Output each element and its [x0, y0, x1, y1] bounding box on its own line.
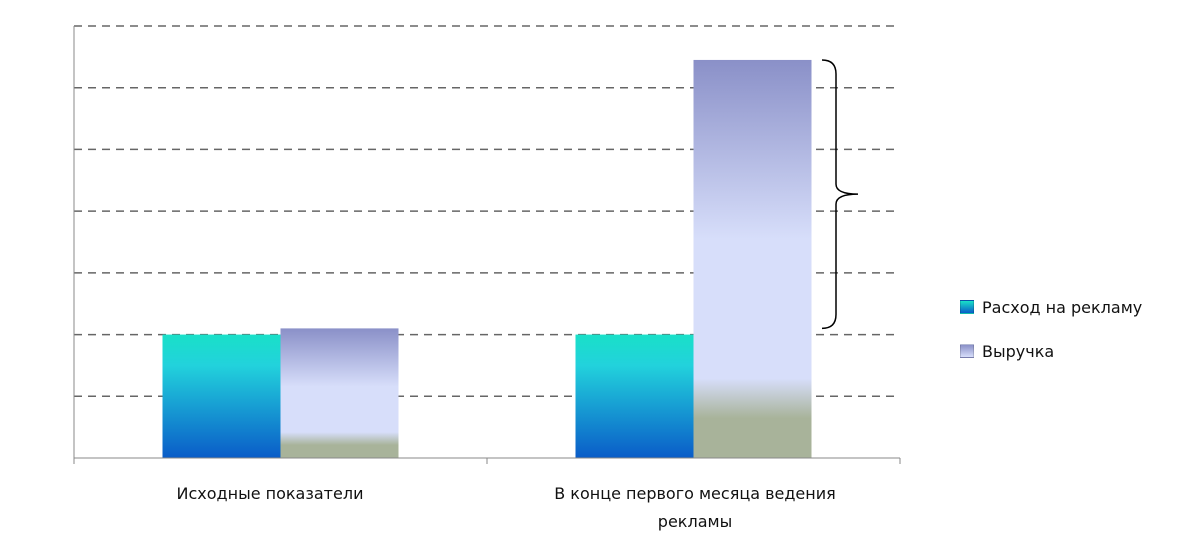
- brace-annotation: [821, 59, 859, 330]
- bar-expense-0: [162, 334, 281, 458]
- legend-label-revenue: Выручка: [982, 341, 1055, 361]
- bar-revenue-0: [280, 328, 399, 458]
- legend-swatch-revenue: [960, 344, 974, 358]
- legend-item-expense: Расход на рекламу: [960, 293, 1142, 321]
- category-label-1: В конце первого месяца ведения рекламы: [554, 484, 836, 531]
- legend: Расход на рекламу Выручка: [960, 293, 1142, 381]
- bar-expense-1: [575, 334, 694, 458]
- chart: [73, 25, 901, 464]
- legend-label-expense: Расход на рекламу: [982, 297, 1143, 317]
- legend-item-revenue: Выручка: [960, 337, 1142, 365]
- bar-revenue-1: [693, 59, 812, 458]
- category-label-0: Исходные показатели: [176, 484, 364, 503]
- legend-swatch-expense: [960, 300, 974, 314]
